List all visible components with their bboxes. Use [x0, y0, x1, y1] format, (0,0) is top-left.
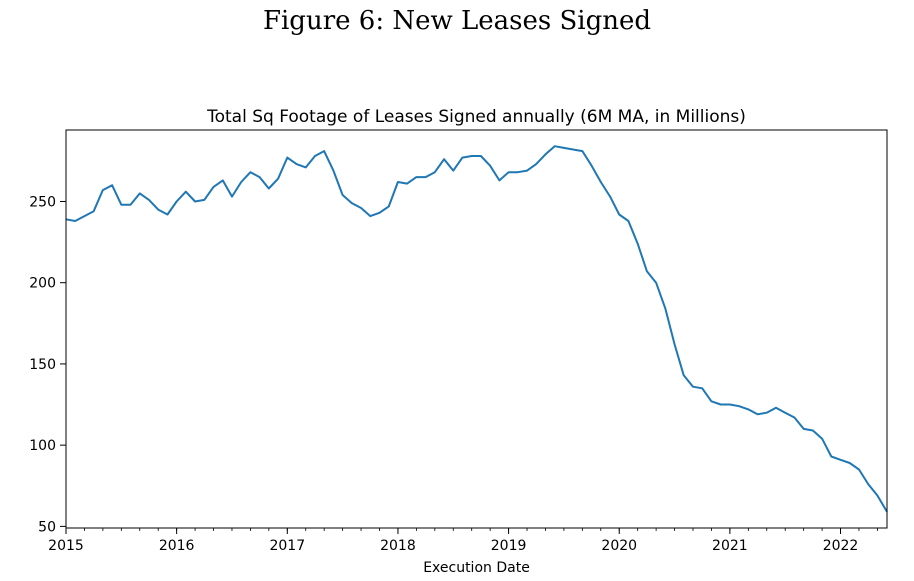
x-tick-label: 2016	[159, 538, 195, 554]
y-tick-label: 200	[29, 276, 56, 292]
y-tick-label: 50	[38, 519, 56, 535]
x-axis: 2015 2016 2017 2018 2019 2020 2021 2022	[48, 528, 878, 554]
chart-title: Total Sq Footage of Leases Signed annual…	[206, 107, 746, 127]
x-tick-label: 2021	[712, 538, 748, 554]
plot-area	[65, 129, 888, 529]
y-axis: 50 100 150 200 250	[29, 194, 66, 535]
y-tick-label: 250	[29, 194, 56, 210]
series-line-0	[65, 145, 888, 513]
y-tick-label: 150	[29, 357, 56, 373]
x-tick-label: 2015	[48, 538, 84, 554]
x-axis-label: Execution Date	[423, 560, 530, 576]
x-tick-label: 2020	[601, 538, 637, 554]
figure-title: Figure 6: New Leases Signed	[262, 6, 652, 36]
x-tick-label: 2017	[269, 538, 305, 554]
y-tick-label: 100	[29, 438, 56, 454]
x-tick-label: 2018	[380, 538, 416, 554]
x-tick-label: 2019	[491, 538, 527, 554]
plot-frame	[65, 129, 888, 529]
x-tick-label: 2022	[823, 538, 859, 554]
